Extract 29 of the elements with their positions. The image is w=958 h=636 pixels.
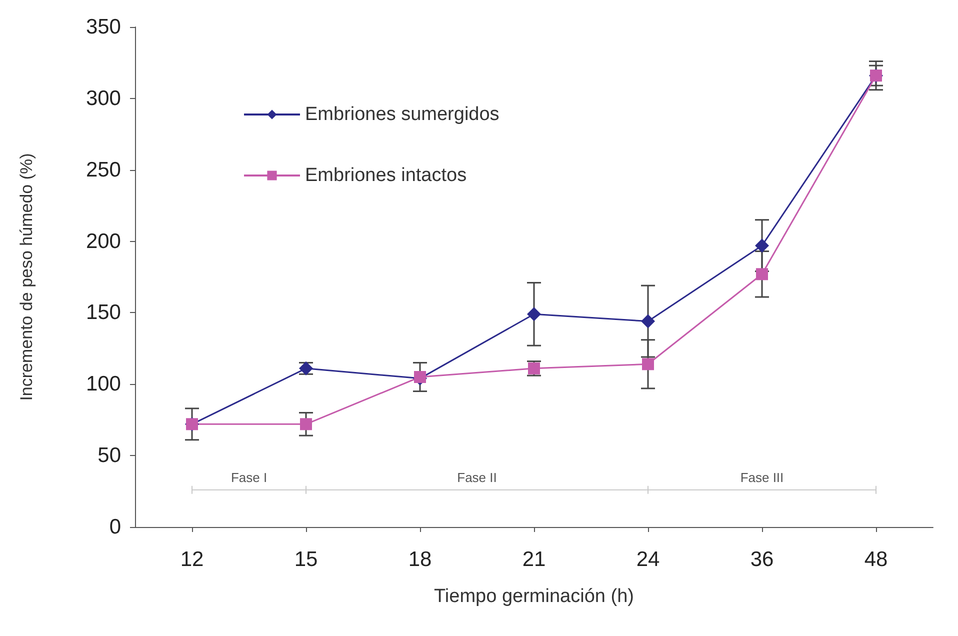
- x-tick-label: 48: [864, 548, 888, 571]
- x-tick-label: 36: [750, 548, 774, 571]
- annotation: Fase II: [457, 470, 497, 485]
- y-tick-label: 250: [86, 158, 121, 182]
- point: [414, 371, 426, 383]
- y-axis-title: Incremento de peso húmedo (%): [17, 153, 36, 401]
- point: [300, 418, 312, 430]
- y-tick-label: 150: [86, 301, 121, 324]
- point: [756, 268, 768, 280]
- x-tick-label: 21: [522, 548, 546, 571]
- x-tick-label: 15: [294, 548, 318, 571]
- annotation: Fase III: [740, 470, 784, 485]
- legend-label: Embriones sumergidos: [305, 104, 500, 125]
- point: [642, 358, 654, 370]
- x-tick-label: 18: [408, 548, 432, 571]
- point: [755, 238, 769, 253]
- y-tick-label: 50: [98, 444, 121, 468]
- point: [641, 314, 655, 328]
- y-tick-label: 200: [86, 230, 121, 253]
- point: [527, 307, 541, 322]
- y-tick-label: 300: [86, 86, 121, 110]
- annotation: Fase I: [230, 470, 268, 485]
- x-axis-title: Tiempo germinación (h): [434, 586, 634, 607]
- y-tick-label: 100: [86, 372, 121, 396]
- x-tick-label: 12: [180, 548, 204, 571]
- legend-label: Embriones intactos: [305, 165, 467, 186]
- y-tick-label: 350: [86, 16, 121, 38]
- x-tick-label: 24: [636, 548, 660, 571]
- y-tick-label: 0: [109, 516, 121, 538]
